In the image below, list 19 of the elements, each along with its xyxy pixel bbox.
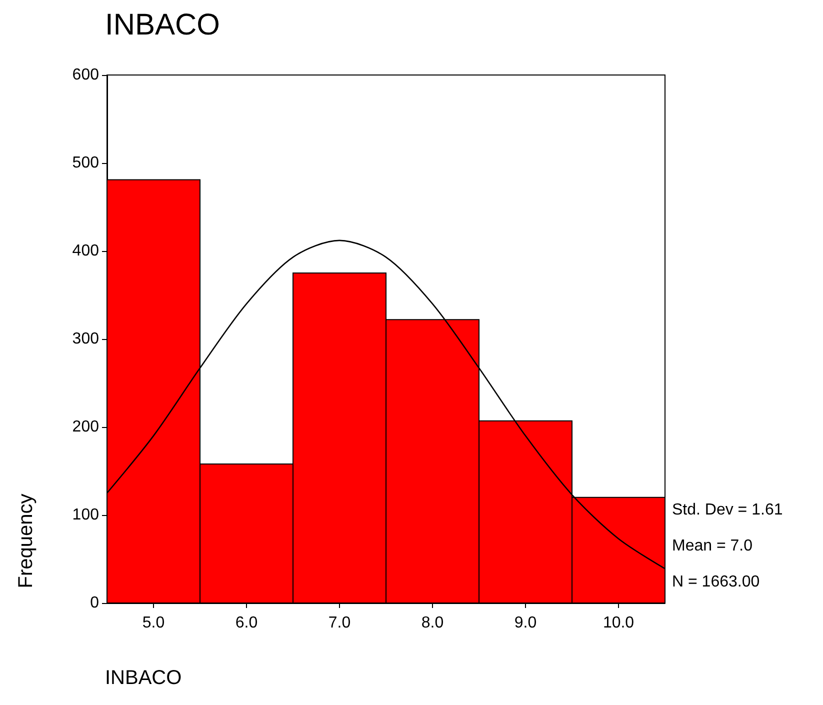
y-tick-label: 0	[90, 594, 100, 612]
x-tick-label: 9.0	[514, 614, 537, 632]
text: Std. Dev = 1.61	[672, 502, 783, 518]
text: N = 1663.00	[672, 574, 760, 590]
x-tick-label: 6.0	[235, 614, 258, 632]
y-tick-label: 100	[72, 506, 100, 524]
y-tick-label: 600	[72, 66, 100, 84]
y-axis-title: Frequency	[15, 494, 37, 588]
x-tick-label: 5.0	[142, 614, 165, 632]
x-tick-label: 8.0	[421, 614, 444, 632]
y-tick-label: 400	[72, 242, 100, 260]
y-tick-label: 200	[72, 418, 100, 436]
chart-title: INBACO	[105, 8, 220, 42]
text: Mean = 7.0	[672, 538, 753, 554]
x-axis-title: INBACO	[105, 667, 182, 689]
y-tick-label: 300	[72, 330, 100, 348]
x-tick-label: 10.0	[602, 614, 634, 632]
y-tick-label: 500	[72, 154, 100, 172]
x-tick-label: 7.0	[328, 614, 351, 632]
